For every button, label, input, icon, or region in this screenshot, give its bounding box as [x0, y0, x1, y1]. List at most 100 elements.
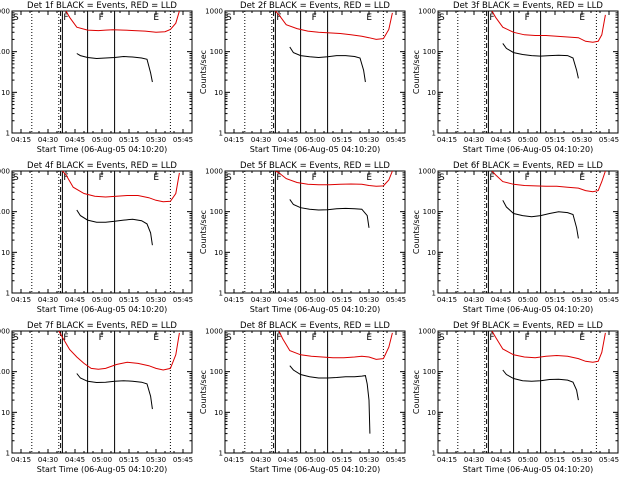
x-tick-label: 04:45	[278, 296, 298, 304]
y-axis-label: Counts/sec	[199, 210, 208, 254]
x-tick-label: 04:15	[224, 456, 244, 464]
segment-marker-f: F	[489, 333, 494, 343]
x-tick-label: 05:00	[92, 296, 112, 304]
plot-frame	[437, 170, 619, 294]
x-tick-label: 05:30	[359, 296, 379, 304]
segment-marker-f: F	[312, 13, 317, 23]
segment-marker-s: S	[226, 173, 232, 183]
segment-marker-s: S	[439, 13, 445, 23]
x-tick-label: 04:30	[251, 456, 271, 464]
x-tick-label: 05:00	[305, 296, 325, 304]
x-tick-label: 05:15	[332, 136, 352, 144]
segment-marker-f: F	[276, 333, 281, 343]
chart-title: Det 3f BLACK = Events, RED = LLD	[453, 1, 603, 11]
y-tick-label: 1	[6, 130, 10, 138]
x-tick-label: 04:45	[491, 296, 511, 304]
series-line-lld	[65, 11, 180, 33]
plot-frame	[437, 330, 619, 454]
x-tick-label: 05:00	[518, 296, 538, 304]
chart-title: Det 4f BLACK = Events, RED = LLD	[27, 161, 177, 171]
plot-frame	[437, 10, 619, 134]
series-line-lld	[275, 171, 393, 187]
segment-marker-f: F	[312, 333, 317, 343]
series-line-lld	[491, 11, 606, 43]
x-tick-label: 05:30	[572, 456, 592, 464]
chart-panel-8: Det 8f BLACK = Events, RED = LLD Counts/s…	[199, 321, 406, 474]
x-axis-label: Start Time (06-Aug-05 04:10:20)	[463, 465, 594, 474]
x-tick-label: 04:30	[38, 136, 58, 144]
segment-marker-f: F	[99, 173, 104, 183]
x-tick-label: 04:45	[491, 456, 511, 464]
series-line-lld	[491, 331, 606, 363]
series-line-lld	[278, 331, 393, 360]
x-tick-label: 04:30	[38, 456, 58, 464]
x-tick-label: 04:30	[464, 296, 484, 304]
segment-marker-s: S	[226, 13, 232, 23]
x-tick-label: 05:45	[173, 136, 193, 144]
y-tick-label: 1000	[0, 8, 10, 16]
segment-marker-f: F	[525, 333, 530, 343]
segment-marker-e: E	[366, 13, 372, 23]
y-tick-label: 1000	[205, 8, 223, 16]
segment-marker-s: S	[13, 173, 19, 183]
segment-marker-f: F	[99, 13, 104, 23]
segment-marker-s: S	[439, 333, 445, 343]
y-axis-label: Counts/sec	[199, 370, 208, 414]
plot-frame	[224, 10, 406, 134]
x-axis-label: Start Time (06-Aug-05 04:10:20)	[37, 465, 168, 474]
y-tick-label: 100	[210, 48, 223, 56]
y-tick-label: 10	[1, 409, 10, 417]
x-axis-label: Start Time (06-Aug-05 04:10:20)	[37, 305, 168, 314]
y-tick-label: 100	[0, 368, 10, 376]
segment-marker-s: S	[226, 333, 232, 343]
y-tick-label: 1	[219, 130, 223, 138]
x-tick-label: 05:00	[518, 456, 538, 464]
y-tick-label: 1	[219, 450, 223, 458]
series-line-events	[76, 209, 153, 246]
x-tick-label: 04:45	[65, 456, 85, 464]
plot-frame	[11, 330, 193, 454]
x-axis-label: Start Time (06-Aug-05 04:10:20)	[463, 145, 594, 154]
plot-frame	[11, 170, 193, 294]
segment-marker-f: F	[99, 333, 104, 343]
x-tick-label: 05:15	[119, 296, 139, 304]
series-line-events	[502, 200, 579, 239]
segment-marker-f: F	[525, 173, 530, 183]
segment-marker-e: E	[579, 173, 585, 183]
series-line-lld	[62, 171, 180, 203]
chart-panel-2: Det 2f BLACK = Events, RED = LLD Counts/s…	[199, 1, 406, 154]
x-tick-label: 05:15	[332, 296, 352, 304]
y-tick-label: 1000	[418, 168, 436, 176]
x-tick-label: 05:15	[545, 136, 565, 144]
y-tick-label: 100	[0, 48, 10, 56]
x-tick-label: 04:30	[251, 136, 271, 144]
x-tick-label: 05:15	[119, 136, 139, 144]
x-tick-label: 04:15	[224, 296, 244, 304]
series-line-events	[76, 373, 153, 410]
x-tick-label: 05:45	[386, 136, 406, 144]
x-tick-label: 04:45	[491, 136, 511, 144]
y-axis-label: Counts/sec	[412, 370, 421, 414]
segment-marker-e: E	[366, 173, 372, 183]
segment-marker-f: F	[489, 173, 494, 183]
chart-title: Det 7f BLACK = Events, RED = LLD	[27, 321, 177, 331]
y-tick-label: 1	[219, 290, 223, 298]
x-tick-label: 04:30	[251, 296, 271, 304]
y-tick-label: 1000	[418, 328, 436, 336]
y-tick-label: 1	[432, 450, 436, 458]
plot-frame	[11, 10, 193, 134]
x-axis-label: Start Time (06-Aug-05 04:10:20)	[463, 305, 594, 314]
x-tick-label: 04:45	[65, 296, 85, 304]
x-tick-label: 05:30	[359, 136, 379, 144]
x-axis-label: Start Time (06-Aug-05 04:10:20)	[250, 305, 381, 314]
series-line-lld	[491, 171, 606, 193]
series-line-events	[289, 365, 371, 434]
x-tick-label: 04:15	[11, 456, 31, 464]
segment-marker-s: S	[13, 333, 19, 343]
x-tick-label: 04:15	[437, 136, 457, 144]
x-tick-label: 05:15	[545, 296, 565, 304]
x-tick-label: 05:15	[545, 456, 565, 464]
segment-marker-f: F	[312, 173, 317, 183]
segment-marker-e: E	[153, 173, 159, 183]
y-tick-label: 10	[214, 89, 223, 97]
